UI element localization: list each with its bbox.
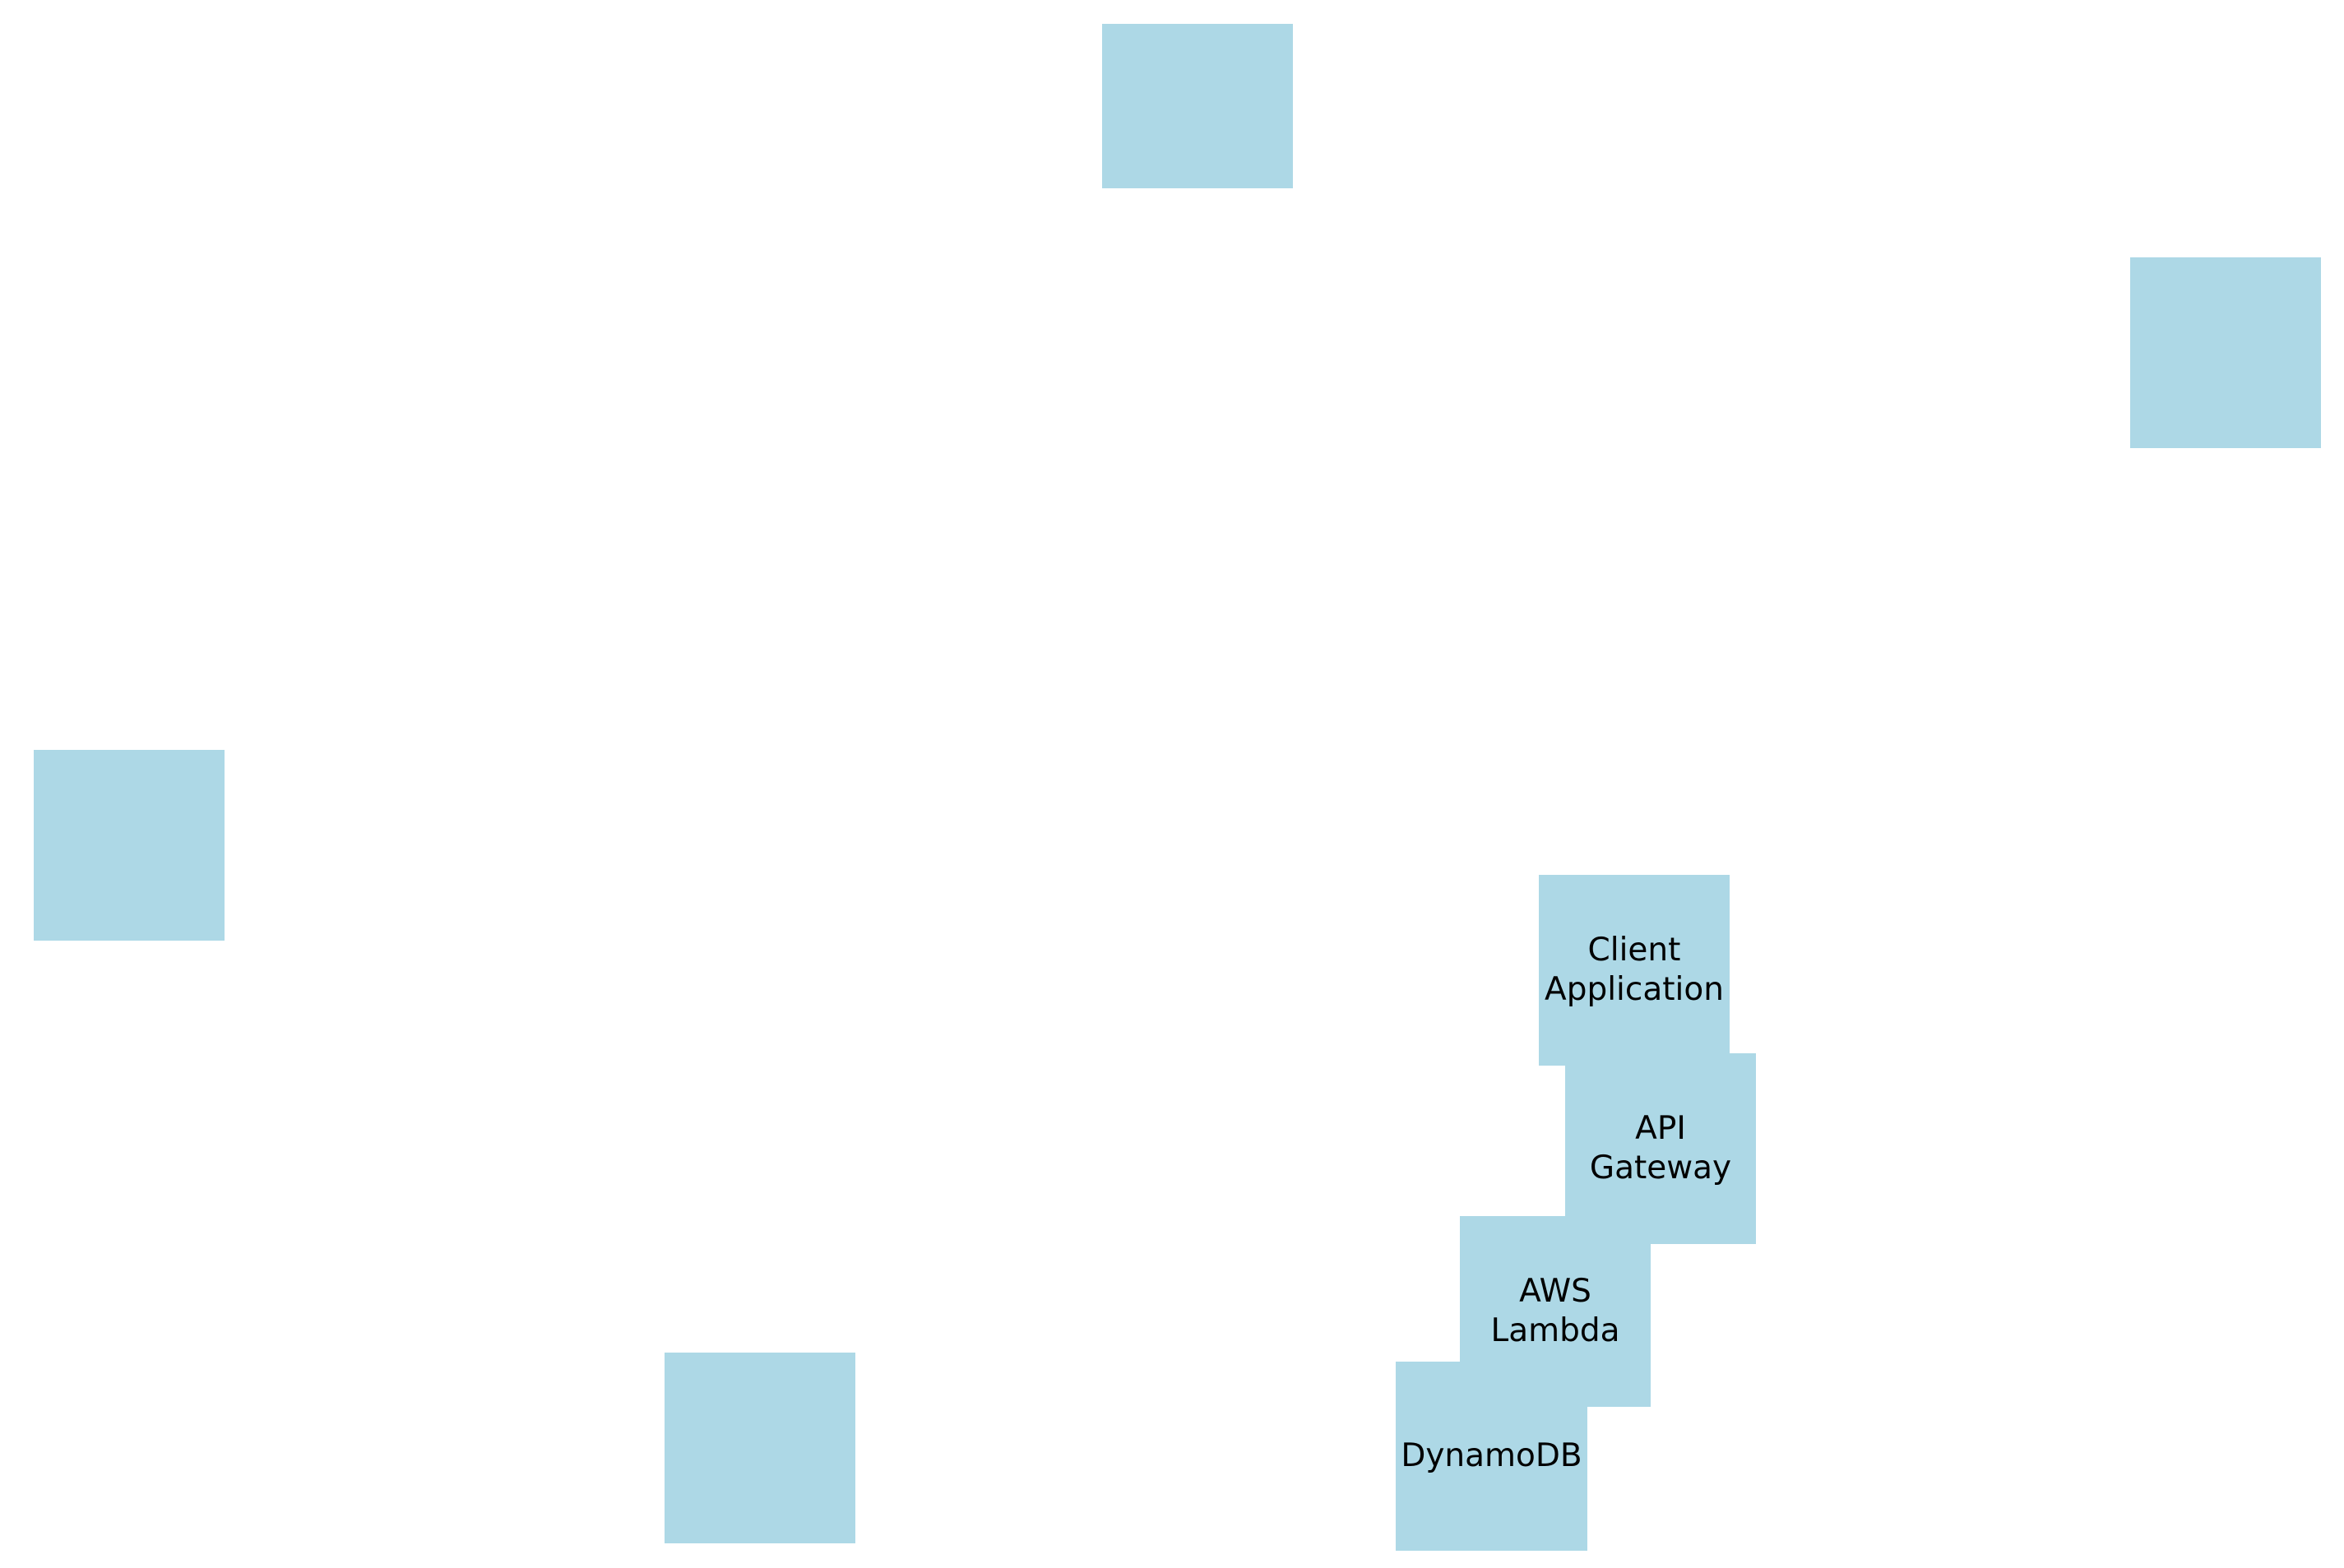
node-label-dynamodb: DynamoDB [1401,1437,1582,1474]
node-label-api-gateway: API Gateway [1589,1110,1732,1186]
node-aws-lambda: AWS Lambda [1460,1216,1651,1407]
node-client-application: Client Application [1539,875,1730,1066]
node-api-gateway: API Gateway [1565,1053,1756,1244]
node-label-client-application: Client Application [1545,932,1724,1008]
node-label-aws-lambda: AWS Lambda [1490,1273,1620,1349]
node-unlabeled-left [34,750,225,941]
node-unlabeled-bottom [665,1353,855,1543]
node-unlabeled-right [2130,257,2321,448]
node-unlabeled-top [1102,24,1293,188]
